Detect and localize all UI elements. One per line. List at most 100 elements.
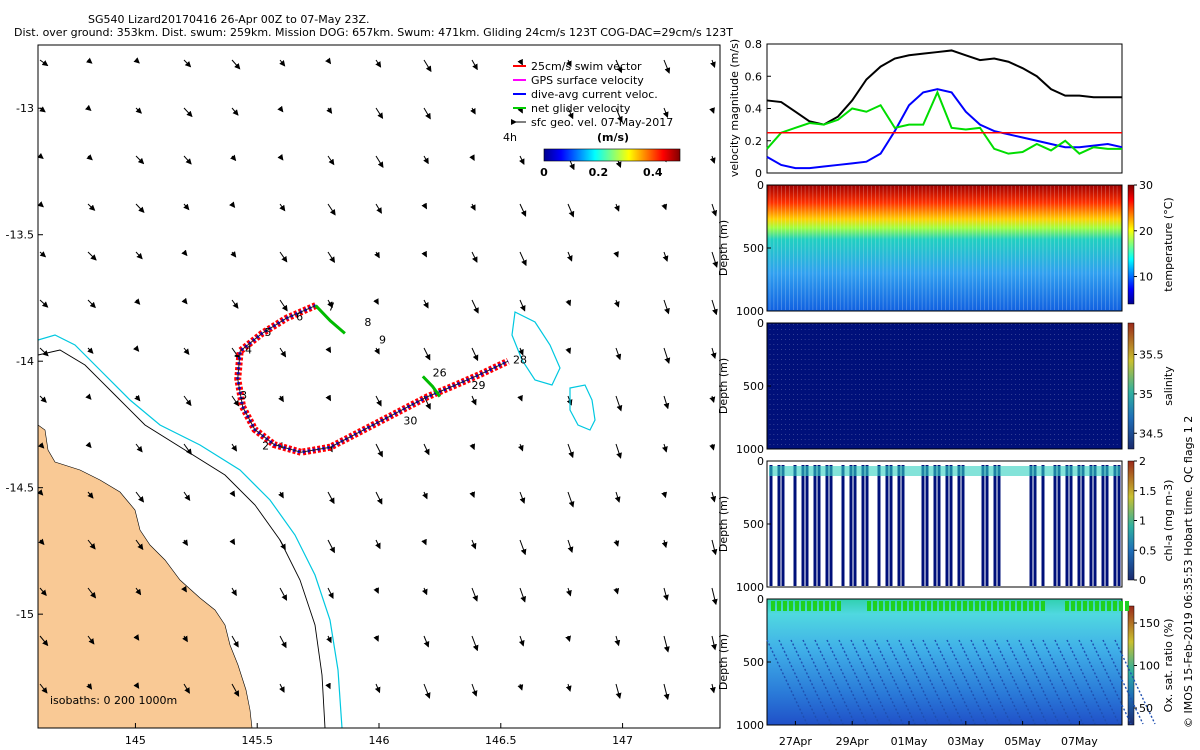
depth-tick-label: 0 [757, 317, 764, 330]
colorbar-tick-label: 2 [1139, 455, 1146, 468]
oxygen-surface-mark [777, 601, 781, 611]
sfc-vector-arrow [325, 682, 331, 690]
sfc-vector-arrow [711, 203, 718, 217]
sfc-vector-arrow [565, 683, 572, 692]
depth-tick-label: 0 [757, 593, 764, 606]
depth-tick-label: 0 [757, 455, 764, 468]
sfc-vector-arrow [133, 634, 140, 641]
oxygen-dive-band [814, 639, 856, 725]
sfc-vector-arrow [86, 683, 93, 690]
sfc-vector-arrow [567, 203, 575, 218]
map-x-tick-label: 147 [612, 734, 633, 747]
sfc-vector-arrow [231, 443, 238, 452]
sfc-vector-arrow [38, 489, 44, 496]
sfc-vector-arrow [470, 539, 477, 550]
oxygen-surface-mark [1083, 601, 1087, 611]
colorbar-tick-label: 50 [1139, 702, 1153, 715]
sfc-vector-arrow [663, 59, 671, 74]
sfc-vector-arrow [85, 57, 93, 64]
sfc-vector-arrow [615, 683, 622, 700]
oxygen-surface-mark [867, 601, 871, 611]
sfc-vector-arrow [471, 635, 479, 652]
depth-axis-label: Depth (m) [717, 358, 730, 414]
colorbar-tick-label: 1.5 [1139, 485, 1157, 498]
oxygen-surface-mark [1065, 601, 1069, 611]
sfc-vector-arrow [422, 491, 428, 500]
day-label: 29 [472, 379, 486, 392]
sfc-vector-arrow [662, 443, 668, 453]
oxygen-surface-mark [1107, 601, 1111, 611]
oxygen-surface-mark [771, 601, 775, 611]
sfc-vector-arrow [231, 299, 239, 309]
sfc-vector-arrow [135, 107, 143, 114]
sfc-vector-arrow [183, 155, 192, 165]
sfc-vector-arrow [85, 393, 92, 400]
sfc-vector-arrow [375, 203, 382, 214]
sfc-vector-arrow [565, 635, 571, 643]
sfc-vector-arrow [375, 491, 383, 505]
velocity-series-line [766, 88, 1123, 170]
sfc-vector-arrow [423, 347, 431, 361]
sfc-vector-arrow [374, 347, 380, 355]
sfc-vector-arrow [567, 539, 574, 553]
sfc-vector-arrow [374, 683, 381, 694]
velocity-y-tick-label: 0.2 [745, 135, 763, 148]
day-label: 3 [240, 389, 247, 402]
colorbar-label: Ox. sat. ratio (%) [1162, 619, 1175, 713]
oxygen-dive-band [1066, 639, 1108, 725]
sfc-vector-arrow [183, 683, 190, 694]
sfc-vector-arrow [662, 107, 669, 118]
sfc-vector-arrow [709, 155, 716, 164]
oxygen-surface-mark [795, 601, 799, 611]
legend-net-velocity: net glider velocity [531, 102, 631, 115]
oxygen-dive-band [922, 639, 964, 725]
sfc-vector-arrow [566, 587, 572, 597]
oxygen-dive-band [1030, 639, 1072, 725]
sfc-vector-arrow [135, 443, 143, 453]
sfc-vector-arrow [375, 107, 384, 120]
sfc-vector-arrow [181, 249, 188, 257]
sfc-vector-arrow [709, 443, 716, 451]
depth-tick-label: 1000 [736, 443, 764, 456]
oxygen-dive-band [934, 639, 976, 725]
oxygen-surface-mark [831, 601, 835, 611]
sfc-vector-arrow [326, 635, 332, 644]
temperature-panel [766, 184, 1135, 312]
temperature-field [766, 184, 1123, 312]
colorbar-title: (m/s) [597, 131, 629, 144]
sfc-vector-arrow [87, 635, 95, 645]
sfc-vector-arrow [471, 587, 478, 602]
oxygen-surface-mark [927, 601, 931, 611]
sfc-vector-arrow [469, 443, 475, 451]
day-label: 5 [265, 326, 272, 339]
oxygen-dive-band [874, 639, 916, 725]
map-y-tick-label: -14 [16, 355, 34, 368]
sfc-vector-arrow [39, 251, 47, 258]
sfc-vector-arrow [183, 59, 192, 68]
oxygen-surface-mark [837, 601, 841, 611]
sfc-vector-arrow [87, 203, 96, 211]
sfc-vector-arrow [519, 299, 526, 312]
oxygen-surface-mark [957, 601, 961, 611]
sfc-vector-arrow [662, 251, 669, 262]
oxygen-surface-mark [993, 601, 997, 611]
sfc-vector-arrow [135, 587, 142, 596]
velocity-y-tick-label: 0 [755, 167, 762, 180]
sfc-vector-arrow [229, 538, 236, 546]
sfc-vector-arrow [518, 347, 524, 356]
sfc-vector-arrow [183, 443, 192, 455]
time-tick-label: 03May [947, 735, 984, 748]
time-tick-label: 07May [1061, 735, 1098, 748]
land-mass [38, 424, 253, 728]
colorbar-tick-label: 34.5 [1139, 427, 1164, 440]
sfc-vector-arrow [423, 683, 431, 699]
velocity-panel: 0 0.2 0.4 0.6 0.8 velocity magnitude (m/s) [728, 38, 1123, 180]
oxygen-dive-band [790, 639, 832, 725]
oxygen-dive-band [994, 639, 1036, 725]
isobath-200m [38, 334, 343, 728]
map-x-tick-label: 145 [125, 734, 146, 747]
sfc-vector-arrow [711, 251, 719, 268]
oxygen-surface-mark [1029, 601, 1033, 611]
sfc-vector-arrow [615, 443, 622, 459]
